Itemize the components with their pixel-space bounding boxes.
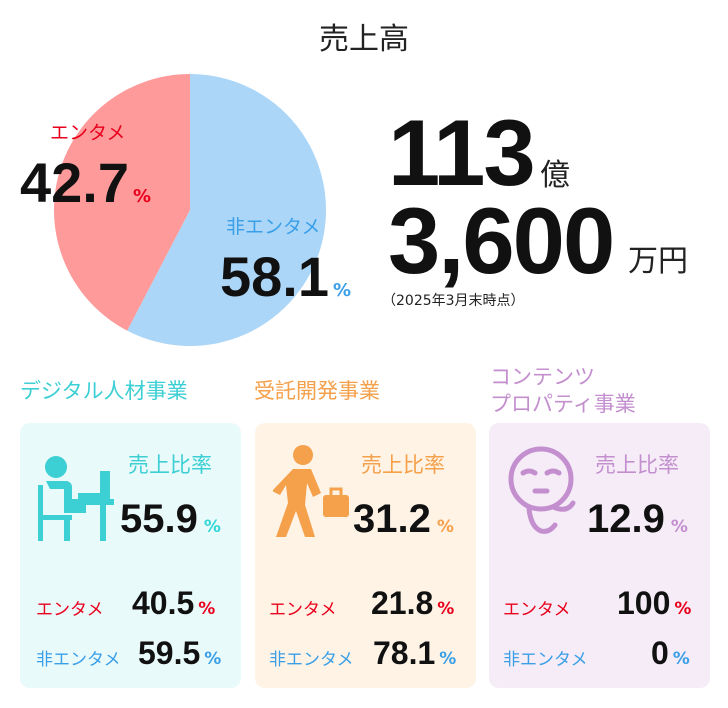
ratio-wrap: 55.9%: [120, 499, 221, 539]
total-unit2: 万円: [628, 244, 688, 279]
pie-slice-ent: [53, 74, 190, 331]
pie-value-nonent: 58.1: [220, 245, 329, 308]
ent-unit: %: [437, 599, 455, 619]
person-at-desk-icon: [38, 456, 114, 541]
ratio-value: 31.2: [353, 497, 431, 541]
ratio-value: 55.9: [120, 497, 198, 541]
segment-title-contract: 受託開発事業: [254, 379, 380, 403]
segment-card-digital: 売上比率 55.9% エンタメ 40.5% 非エンタメ 59.5%: [20, 423, 241, 688]
nonent-label: 非エンタメ: [503, 650, 588, 670]
segment-card-contract: 売上比率 31.2% エンタメ 21.8% 非エンタメ 78.1%: [255, 423, 476, 688]
businessman-walking-icon: [273, 445, 349, 537]
pie-value-ent: 42.7: [20, 151, 129, 214]
pie-label-ent: エンタメ: [50, 122, 126, 144]
total-unit1: 億: [540, 158, 570, 193]
pie-unit-ent: %: [133, 186, 152, 207]
ent-wrap: 100%: [617, 587, 691, 619]
ratio-unit: %: [670, 517, 688, 537]
ratio-label: 売上比率: [128, 453, 212, 477]
nonent-value: 0: [651, 635, 669, 671]
nonent-label: 非エンタメ: [269, 650, 354, 670]
ent-label: エンタメ: [269, 600, 337, 620]
ent-wrap: 40.5%: [132, 587, 215, 619]
total-line1: 113: [388, 100, 536, 205]
pie-unit-nonent: %: [333, 280, 352, 301]
segment-title-digital: デジタル人材事業: [20, 379, 188, 403]
nonent-unit: %: [439, 649, 457, 669]
pie-chart: [53, 74, 326, 346]
ent-wrap: 21.8%: [371, 587, 454, 619]
ratio-wrap: 31.2%: [353, 499, 454, 539]
pie-value-ent-wrap: 42.7%: [20, 150, 151, 215]
total-line2: 3,600: [388, 188, 615, 293]
nonent-unit: %: [204, 649, 222, 669]
ent-unit: %: [674, 599, 692, 619]
segment-title-content-line1: コンテンツ: [490, 365, 595, 389]
segment-title-content-line2: プロパティ事業: [490, 392, 636, 416]
ent-unit: %: [198, 599, 216, 619]
pie-slice-nonent: [127, 74, 326, 346]
ratio-unit: %: [203, 517, 221, 537]
nonent-unit: %: [672, 649, 690, 669]
ent-value: 40.5: [132, 585, 195, 621]
nonent-wrap: 0%: [651, 637, 690, 669]
ratio-value: 12.9: [587, 497, 665, 541]
nonent-wrap: 59.5%: [138, 637, 221, 669]
ent-label: エンタメ: [36, 600, 104, 620]
nonent-wrap: 78.1%: [373, 637, 456, 669]
ent-value: 100: [617, 585, 671, 621]
nonent-label: 非エンタメ: [36, 650, 121, 670]
ratio-wrap: 12.9%: [587, 499, 688, 539]
ratio-label: 売上比率: [361, 453, 445, 477]
ent-value: 21.8: [371, 585, 434, 621]
chart-title: 売上高: [319, 22, 409, 57]
ratio-label: 売上比率: [595, 453, 679, 477]
character-face-icon: [508, 446, 576, 534]
ratio-unit: %: [436, 517, 454, 537]
ent-label: エンタメ: [503, 600, 571, 620]
segment-card-content: 売上比率 12.9% エンタメ 100% 非エンタメ 0%: [489, 423, 710, 688]
nonent-value: 78.1: [373, 635, 436, 671]
total-note: （2025年3月末時点）: [382, 293, 525, 309]
pie-value-nonent-wrap: 58.1%: [220, 244, 351, 309]
nonent-value: 59.5: [138, 635, 201, 671]
pie-label-nonent: 非エンタメ: [226, 216, 321, 238]
